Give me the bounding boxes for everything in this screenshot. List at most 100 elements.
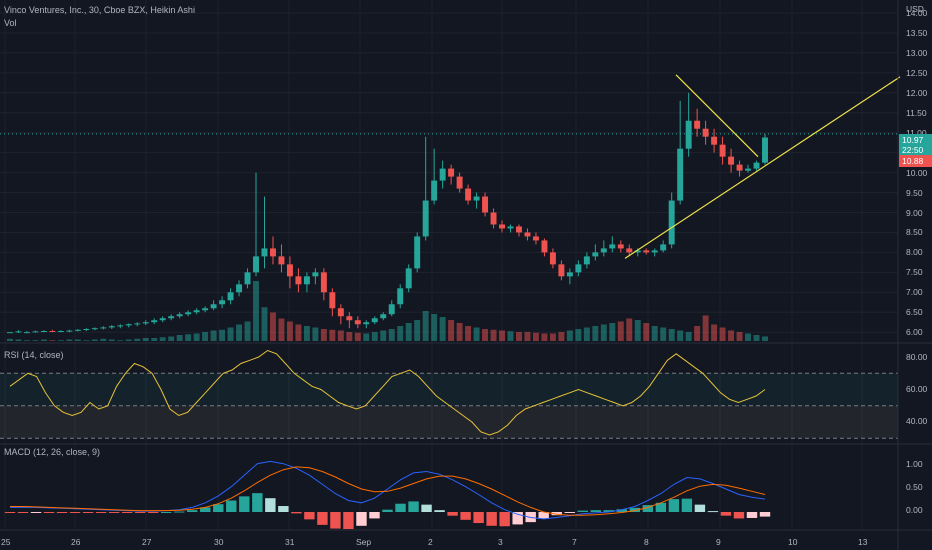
- price-tick: 12.00: [906, 87, 928, 98]
- macd-histogram-bar: [486, 512, 497, 526]
- volume-bar: [66, 339, 73, 341]
- price-tick: 7.50: [906, 267, 923, 278]
- candle-body: [566, 272, 573, 277]
- volume-bar: [210, 330, 217, 341]
- macd-histogram-bar: [239, 496, 250, 512]
- candle-body: [516, 226, 522, 233]
- macd-histogram-bar: [447, 512, 458, 516]
- volume-bar: [125, 339, 132, 341]
- volume-bar: [702, 315, 709, 341]
- candle-body: [685, 120, 692, 149]
- macd-histogram-bar: [95, 512, 107, 513]
- macd-panel: [4, 460, 771, 530]
- volume-bar: [346, 332, 353, 341]
- macd-histogram-bar: [56, 512, 68, 513]
- rsi-legend[interactable]: RSI (14, close): [4, 350, 64, 360]
- macd-histogram-bar: [603, 510, 614, 512]
- candle-body: [592, 252, 599, 257]
- volume-bar: [134, 338, 141, 341]
- volume-bar: [583, 327, 590, 341]
- volume-bar: [303, 326, 310, 341]
- candle-body: [320, 272, 327, 293]
- candle-body: [575, 264, 582, 273]
- volume-bar: [609, 323, 616, 341]
- candle-body: [609, 244, 616, 249]
- volume-bar: [422, 311, 429, 341]
- trendlines: [624, 74, 901, 259]
- candle-body: [371, 318, 378, 323]
- volume-bar: [617, 321, 624, 341]
- candle-body: [745, 168, 752, 171]
- volume-bar: [185, 334, 192, 341]
- volume-bar: [439, 317, 446, 341]
- candle-body: [74, 329, 81, 331]
- macd-histogram-bar: [395, 503, 406, 512]
- time-label: Sep: [356, 537, 372, 547]
- candle-body: [286, 264, 293, 277]
- candle-body: [660, 244, 667, 251]
- volume-bar: [91, 339, 98, 341]
- price-tick: 9.50: [906, 187, 923, 198]
- rsi-line: [9, 349, 766, 436]
- volume-legend[interactable]: Vol: [4, 18, 17, 28]
- volume-bar: [728, 330, 735, 341]
- macd-tick-05: 0.50: [906, 482, 923, 492]
- price-tick: 8.50: [906, 227, 923, 238]
- macd-histogram-bar: [434, 510, 445, 512]
- macd-histogram-bar: [720, 512, 732, 516]
- macd-histogram-bar: [408, 501, 419, 512]
- macd-histogram-bar: [538, 512, 549, 519]
- volume-bar: [507, 331, 514, 341]
- volume-bar: [176, 335, 183, 341]
- volume-bar: [159, 337, 166, 341]
- volume-bar: [142, 338, 149, 341]
- candle-body: [329, 292, 336, 309]
- volume-bar: [57, 340, 64, 341]
- volume-bar: [753, 335, 760, 341]
- macd-legend[interactable]: MACD (12, 26, close, 9): [4, 447, 101, 457]
- candle-body: [15, 331, 22, 333]
- volume-bar: [677, 330, 684, 341]
- macd-histogram-bar: [317, 512, 328, 525]
- candle-body: [728, 156, 735, 165]
- volume-bar: [694, 326, 701, 341]
- candle-body: [108, 326, 115, 328]
- candle-body: [253, 256, 259, 273]
- bar-countdown: 22:50: [902, 145, 924, 155]
- volume-bar: [660, 327, 667, 341]
- candle-body: [278, 256, 285, 265]
- price-candles: [7, 92, 768, 334]
- volume-bar: [15, 339, 22, 341]
- macd-histogram-bar: [108, 512, 120, 513]
- macd-histogram-bar: [499, 512, 510, 527]
- volume-bar: [592, 326, 599, 341]
- volume-bar: [253, 281, 259, 341]
- volume-bar: [388, 329, 395, 341]
- volume-bar: [329, 329, 336, 341]
- candle-body: [448, 168, 455, 177]
- candle-body: [532, 236, 539, 241]
- rsi-tick-80: 80.00: [906, 352, 928, 362]
- volume-bar: [405, 323, 412, 341]
- volume-bar: [549, 333, 556, 341]
- macd-histogram-bar: [330, 512, 341, 529]
- candle-body: [388, 304, 395, 315]
- candle-body: [159, 318, 166, 321]
- price-tick: 13.50: [906, 27, 928, 38]
- candle-body: [397, 288, 404, 305]
- candle-body: [100, 327, 107, 329]
- volume-bar: [236, 324, 243, 341]
- volume-bar: [532, 332, 539, 341]
- candle-body: [380, 314, 387, 319]
- candle-body: [677, 148, 684, 201]
- time-label: 30: [214, 537, 224, 547]
- volume-bar: [397, 326, 404, 341]
- symbol-title[interactable]: Vinco Ventures, Inc., 30, Cboe BZX, Heik…: [4, 5, 195, 15]
- macd-histogram-bar: [590, 510, 601, 512]
- volume-bar: [745, 333, 752, 341]
- macd-histogram-bar: [43, 512, 55, 513]
- volume-bar: [278, 318, 285, 341]
- volume-bar: [202, 332, 209, 341]
- macd-histogram-bar: [421, 504, 432, 512]
